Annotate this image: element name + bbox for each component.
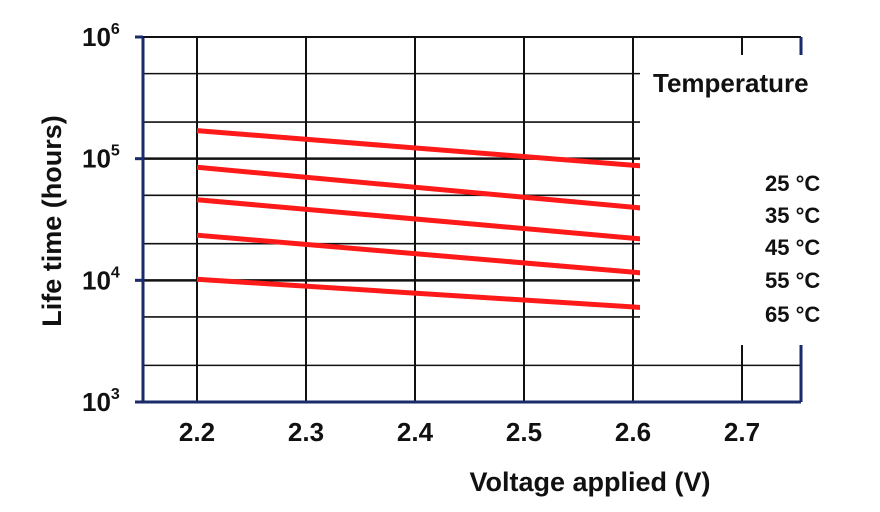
y-tick-exponent: 6 [111, 21, 120, 38]
legend-label-2: 35 °C [765, 203, 820, 228]
y-tick-exponent: 5 [111, 143, 120, 160]
x-tick-label-2.7: 2.7 [724, 417, 760, 447]
y-tick-label-100000: 105 [82, 143, 120, 174]
legend-background [640, 55, 845, 345]
legend-label-4: 55 °C [765, 268, 820, 293]
x-tick-labels: 2.2 2.3 2.4 2.5 2.6 2.7 [179, 417, 760, 447]
y-tick-exponent: 3 [111, 386, 120, 403]
y-tick-label-10000: 104 [82, 264, 120, 295]
legend-label-1: 25 °C [765, 171, 820, 196]
y-tick-labels: 103 104 105 106 [82, 21, 120, 417]
x-tick-label-2.6: 2.6 [615, 417, 651, 447]
legend: Temperature 25 °C 35 °C 45 °C 55 °C 65 °C [640, 55, 845, 345]
x-tick-label-2.3: 2.3 [288, 417, 324, 447]
y-tick-label-1000: 103 [82, 386, 120, 417]
legend-label-5: 65 °C [765, 302, 820, 327]
y-tick-label-1000000: 106 [82, 21, 120, 52]
x-tick-label-2.5: 2.5 [506, 417, 542, 447]
x-axis-title: Voltage applied (V) [469, 467, 710, 497]
y-axis-title: Life time (hours) [37, 115, 67, 327]
legend-title: Temperature [653, 68, 809, 98]
x-tick-label-2.4: 2.4 [397, 417, 434, 447]
x-tick-label-2.2: 2.2 [179, 417, 215, 447]
y-tick-exponent: 4 [111, 264, 120, 281]
legend-label-3: 45 °C [765, 235, 820, 260]
